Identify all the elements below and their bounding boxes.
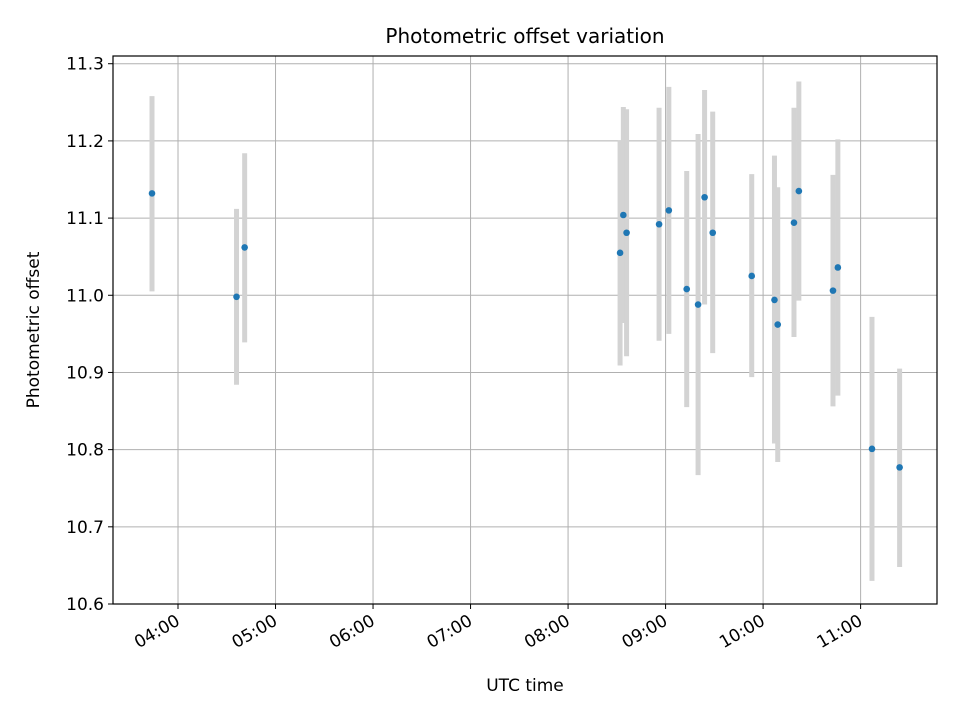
chart-title: Photometric offset variation (385, 24, 664, 48)
data-point (795, 187, 803, 195)
x-axis-ticks: 04:00 05:00 06:00 07:00 08:00 09:00 10:00 11:00 (131, 604, 866, 653)
data-point (148, 190, 156, 197)
data-point (701, 193, 708, 201)
data-point (655, 220, 663, 228)
data-point (896, 464, 903, 471)
data-point (623, 229, 630, 237)
data-point (620, 211, 627, 219)
y-tick-label: 10.6 (66, 595, 104, 615)
y-tick-label: 10.9 (66, 363, 104, 383)
y-axis-label: Photometric offset (24, 251, 44, 408)
data-point (829, 287, 837, 294)
y-tick-label: 11.1 (66, 209, 104, 229)
data-point (748, 272, 756, 280)
y-axis-ticks: 10.6 10.7 10.8 10.9 11.0 11.1 11.2 11.3 (66, 55, 113, 615)
x-tick-label: 08:00 (521, 611, 573, 653)
data-point (665, 207, 673, 214)
data-point (233, 293, 240, 301)
x-tick-label: 05:00 (229, 611, 281, 653)
plot-frame (112, 55, 938, 605)
y-tick-label: 11.0 (66, 286, 104, 306)
data-point (241, 244, 248, 251)
x-tick-label: 04:00 (131, 611, 183, 653)
data-point (709, 229, 717, 237)
x-axis-label: UTC time (486, 676, 564, 696)
y-tick-label: 10.7 (66, 518, 104, 538)
data-point (616, 249, 624, 257)
data-point (774, 321, 782, 328)
x-tick-label: 10:00 (716, 611, 768, 653)
x-tick-label: 09:00 (619, 611, 671, 653)
data-point (790, 219, 798, 227)
x-tick-label: 06:00 (326, 611, 378, 653)
data-point (771, 296, 778, 304)
x-tick-label: 11:00 (814, 611, 866, 653)
data-point (868, 445, 876, 453)
x-tick-label: 07:00 (424, 611, 476, 653)
y-tick-label: 11.3 (66, 55, 104, 75)
data-points (148, 187, 903, 471)
grid-lines (113, 56, 937, 605)
data-point (683, 285, 691, 293)
data-point (834, 264, 842, 271)
y-tick-label: 10.8 (66, 441, 104, 461)
y-tick-label: 11.2 (66, 132, 104, 152)
data-point (694, 301, 702, 308)
error-bars (149, 81, 903, 581)
